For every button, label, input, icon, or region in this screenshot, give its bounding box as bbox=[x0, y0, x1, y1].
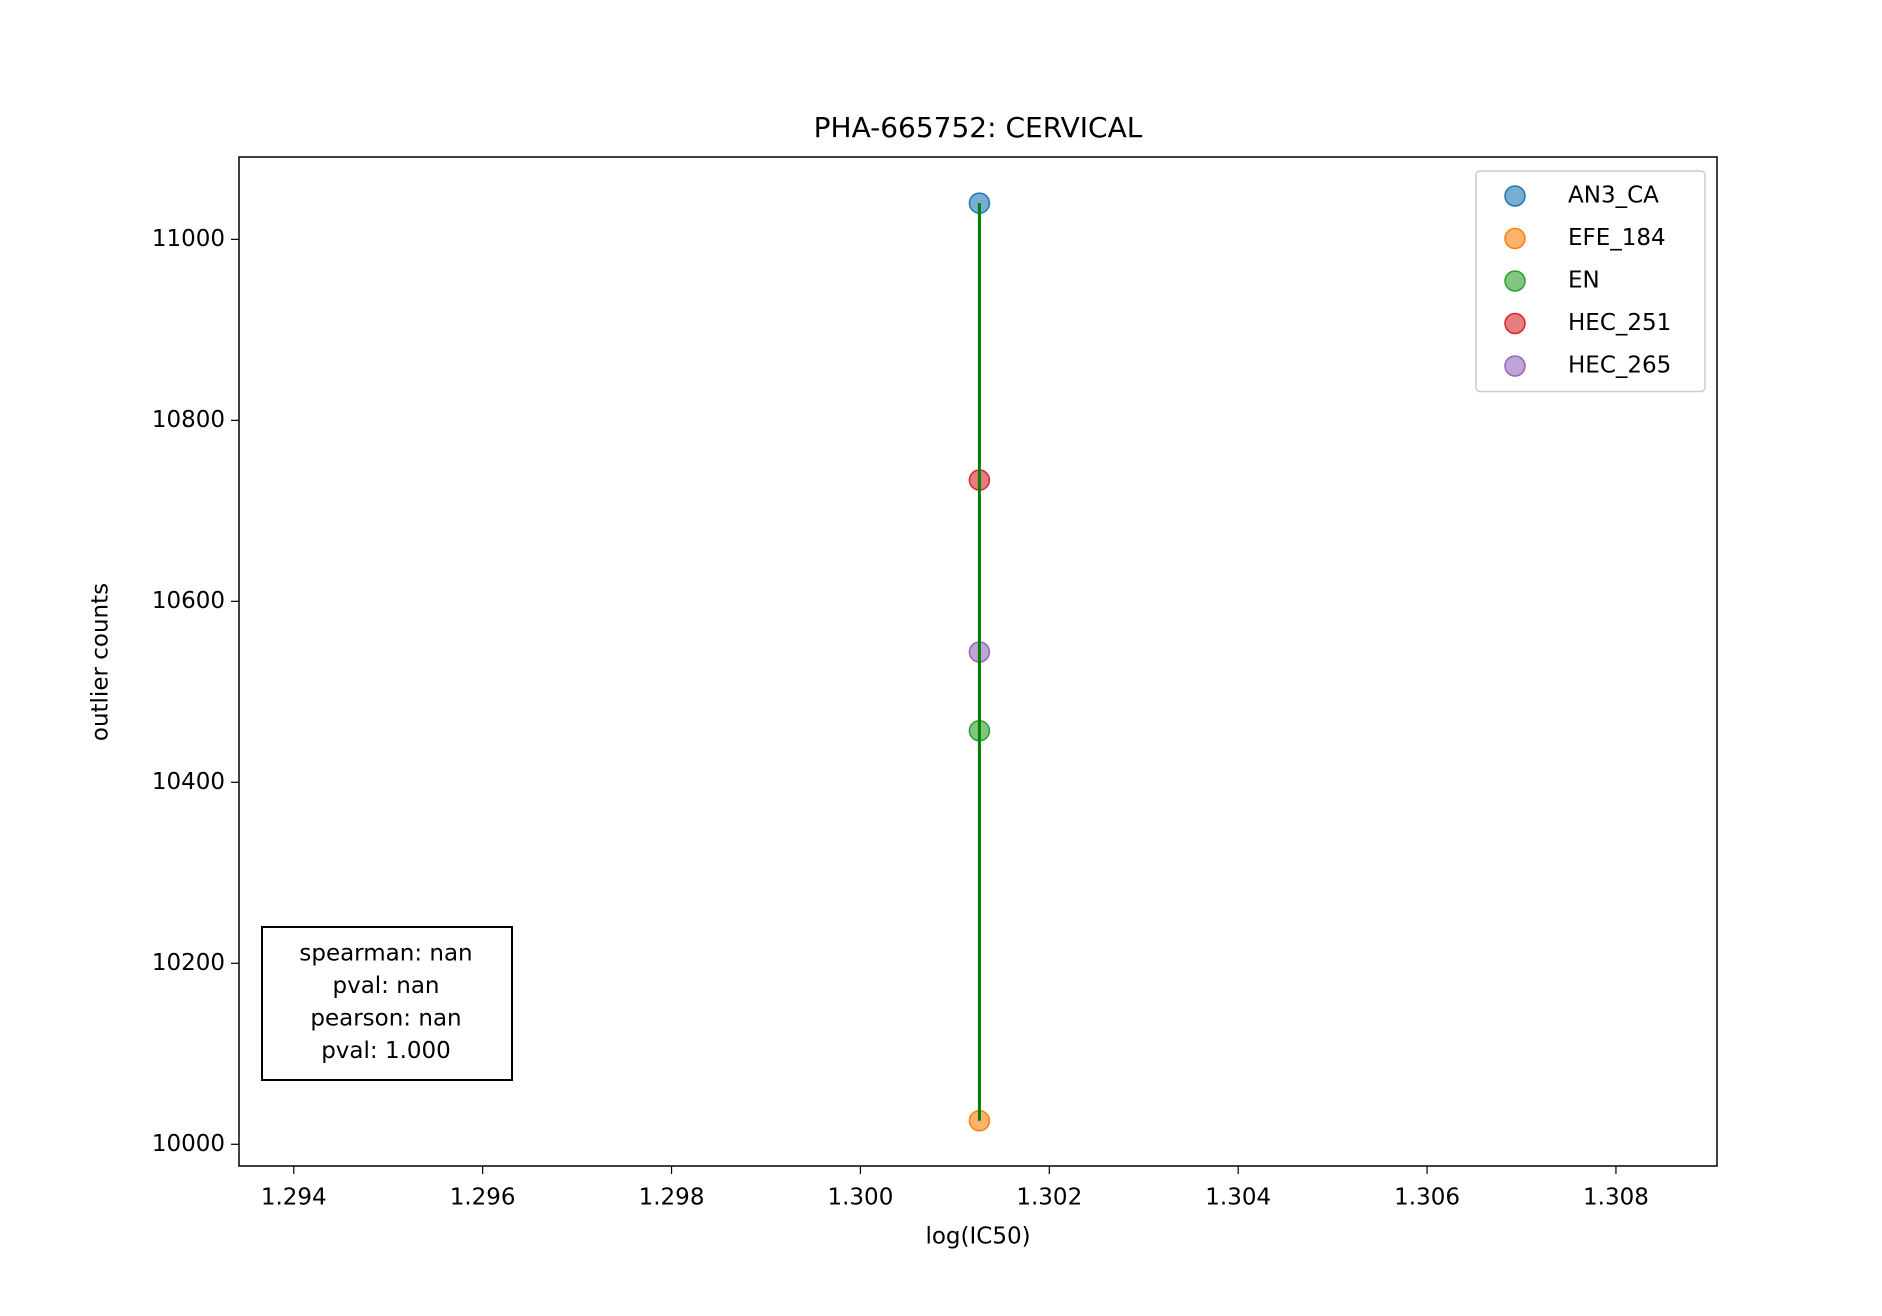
x-tick-label: 1.296 bbox=[450, 1185, 516, 1211]
legend-marker bbox=[1504, 312, 1526, 335]
y-tick-label: 10000 bbox=[152, 1131, 225, 1157]
y-tick-label: 11000 bbox=[152, 226, 225, 252]
x-tick-label: 1.294 bbox=[261, 1185, 327, 1211]
annotation-line: pval: 1.000 bbox=[321, 1038, 451, 1064]
x-tick-label: 1.300 bbox=[827, 1185, 893, 1211]
y-tick-label: 10400 bbox=[152, 769, 225, 795]
chart-title: PHA-665752: CERVICAL bbox=[814, 111, 1143, 144]
legend-marker bbox=[1504, 227, 1526, 250]
legend-marker bbox=[1504, 270, 1526, 292]
legend-label: HEC_265 bbox=[1568, 353, 1671, 379]
annotation-line: spearman: nan bbox=[299, 941, 472, 967]
legend-label: HEC_251 bbox=[1568, 310, 1671, 336]
y-tick-label: 10200 bbox=[152, 950, 225, 976]
x-tick-label: 1.304 bbox=[1205, 1185, 1271, 1211]
y-tick-label: 10800 bbox=[152, 407, 225, 433]
annotation-line: pearson: nan bbox=[310, 1006, 461, 1032]
x-axis-label: log(IC50) bbox=[925, 1224, 1030, 1250]
x-tick-label: 1.302 bbox=[1016, 1185, 1082, 1211]
x-tick-label: 1.306 bbox=[1394, 1185, 1460, 1211]
legend-label: AN3_CA bbox=[1568, 183, 1659, 209]
legend-marker bbox=[1504, 185, 1526, 207]
annotation-box bbox=[261, 926, 513, 1081]
legend-label: EN bbox=[1568, 268, 1600, 294]
annotation-line: pval: nan bbox=[332, 973, 439, 999]
y-axis-label: outlier counts bbox=[88, 583, 114, 741]
plot-frame bbox=[238, 156, 1718, 1167]
x-tick-label: 1.298 bbox=[639, 1185, 705, 1211]
x-tick-label: 1.308 bbox=[1583, 1185, 1649, 1211]
legend-label: EFE_184 bbox=[1568, 225, 1666, 251]
y-tick-label: 10600 bbox=[152, 588, 225, 614]
legend-box bbox=[1475, 170, 1706, 393]
legend-marker bbox=[1504, 355, 1526, 377]
